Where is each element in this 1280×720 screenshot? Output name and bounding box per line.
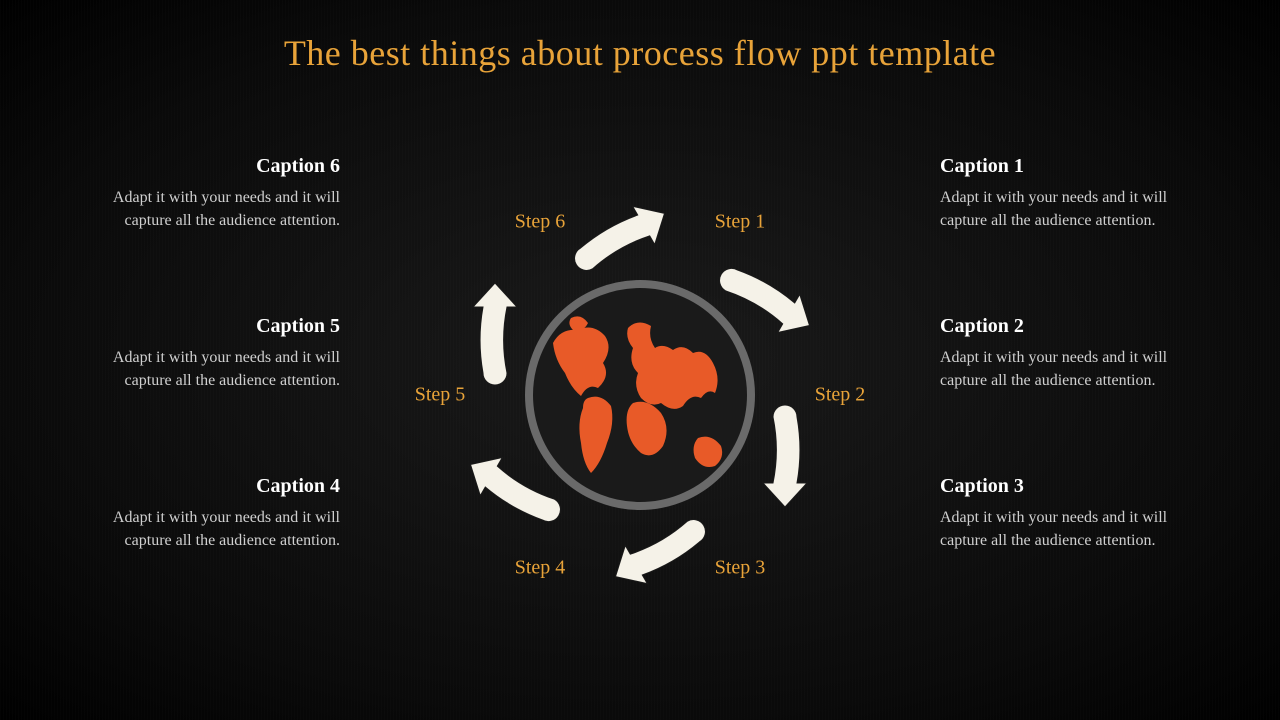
caption-5-body: Adapt it with your needs and it will cap… [70, 346, 340, 392]
caption-3-body: Adapt it with your needs and it will cap… [940, 506, 1210, 552]
caption-5: Caption 5 Adapt it with your needs and i… [70, 315, 340, 392]
caption-2-body: Adapt it with your needs and it will cap… [940, 346, 1210, 392]
caption-2-title: Caption 2 [940, 315, 1210, 338]
step-label-3: Step 3 [715, 557, 766, 580]
process-flow-diagram: Step 1 Step 2 Step 3 Step 4 Step 5 Step 6 [380, 135, 900, 655]
caption-2: Caption 2 Adapt it with your needs and i… [940, 315, 1210, 392]
caption-6-title: Caption 6 [70, 155, 340, 178]
page-title: The best things about process flow ppt t… [0, 32, 1280, 74]
caption-6: Caption 6 Adapt it with your needs and i… [70, 155, 340, 232]
caption-5-title: Caption 5 [70, 315, 340, 338]
step-label-1: Step 1 [715, 210, 766, 233]
caption-1: Caption 1 Adapt it with your needs and i… [940, 155, 1210, 232]
caption-3-title: Caption 3 [940, 475, 1210, 498]
step-label-5: Step 5 [415, 384, 466, 407]
caption-3: Caption 3 Adapt it with your needs and i… [940, 475, 1210, 552]
step-label-2: Step 2 [815, 384, 866, 407]
caption-4-body: Adapt it with your needs and it will cap… [70, 506, 340, 552]
step-label-4: Step 4 [515, 557, 566, 580]
caption-4-title: Caption 4 [70, 475, 340, 498]
step-label-6: Step 6 [515, 210, 566, 233]
caption-4: Caption 4 Adapt it with your needs and i… [70, 475, 340, 552]
caption-1-title: Caption 1 [940, 155, 1210, 178]
caption-1-body: Adapt it with your needs and it will cap… [940, 186, 1210, 232]
caption-6-body: Adapt it with your needs and it will cap… [70, 186, 340, 232]
